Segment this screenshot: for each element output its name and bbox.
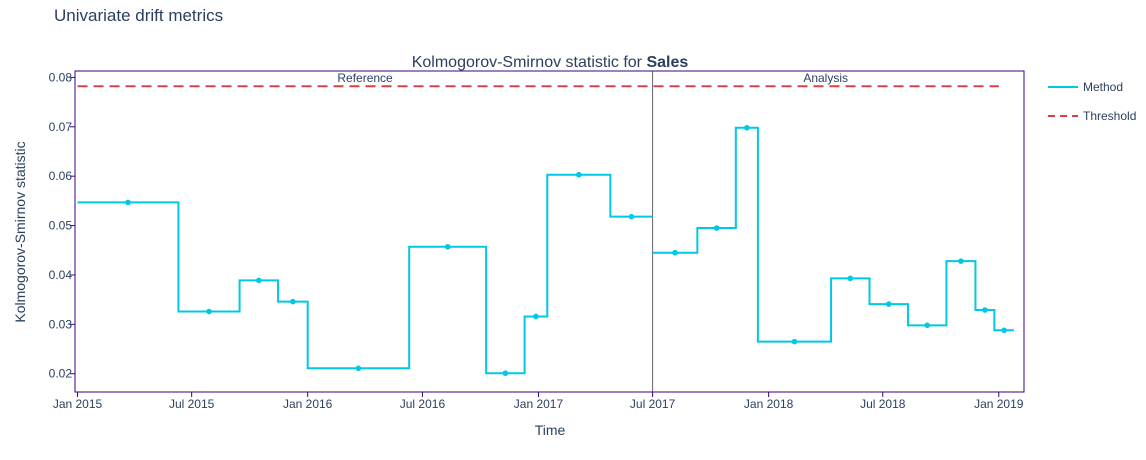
method-point-10[interactable]: [628, 213, 635, 220]
plot-border: [74, 70, 1025, 393]
x-axis-title: Time: [535, 422, 566, 438]
chart-title-feature: Sales: [646, 54, 688, 71]
y-tick-label: 0.03: [49, 317, 73, 331]
method-point-13[interactable]: [744, 124, 750, 131]
chart-title-prefix: Kolmogorov-Smirnov statistic for: [412, 54, 647, 71]
x-tick-label: Jan 2018: [744, 397, 794, 411]
method-point-3[interactable]: [256, 277, 262, 284]
method-point-4[interactable]: [290, 298, 296, 305]
method-point-16[interactable]: [885, 301, 892, 307]
legend: Method Threshold: [1048, 80, 1136, 123]
x-tick-label: Jan 2015: [53, 397, 103, 411]
y-tick-label: 0.07: [49, 120, 73, 134]
method-point-17[interactable]: [924, 322, 931, 329]
y-tick-label: 0.08: [49, 70, 73, 84]
method-step-line-analysis: [652, 126, 1014, 343]
y-tick-label: 0.02: [49, 367, 73, 381]
method-point-18[interactable]: [958, 258, 964, 264]
legend-item-method[interactable]: Method: [1048, 80, 1123, 94]
method-point-15[interactable]: [847, 275, 854, 282]
y-tick-label: 0.04: [49, 268, 73, 282]
method-step-line-reference: [77, 173, 653, 375]
legend-item-threshold[interactable]: Threshold: [1048, 109, 1136, 123]
y-tick-label: 0.05: [49, 219, 73, 233]
method-point-1[interactable]: [125, 199, 131, 206]
legend-method-label: Method: [1083, 80, 1123, 94]
method-point-8[interactable]: [533, 313, 539, 320]
y-axis-title: Kolmogorov-Smirnov statistic: [12, 141, 28, 322]
page-title: Univariate drift metrics: [54, 6, 224, 25]
method-point-12[interactable]: [713, 225, 720, 231]
method-point-5[interactable]: [355, 365, 362, 372]
x-tick-label: Jul 2017: [630, 397, 676, 411]
method-point-19[interactable]: [982, 307, 988, 313]
period-label-reference: Reference: [337, 71, 393, 85]
x-tick-label: Jan 2019: [974, 397, 1024, 411]
period-label-analysis: Analysis: [803, 71, 848, 85]
method-point-7[interactable]: [502, 370, 509, 377]
method-point-6[interactable]: [444, 244, 451, 250]
method-point-9[interactable]: [576, 171, 582, 178]
x-tick-label: Jul 2018: [860, 397, 906, 411]
y-tick-label: 0.06: [49, 169, 73, 183]
legend-threshold-label: Threshold: [1083, 109, 1136, 123]
x-tick-label: Jan 2017: [514, 397, 564, 411]
method-point-14[interactable]: [791, 338, 798, 345]
chart-title: Kolmogorov-Smirnov statistic for Sales: [412, 54, 689, 71]
method-point-20[interactable]: [1001, 327, 1007, 334]
plot-area: Reference Analysis: [77, 71, 1014, 392]
x-tick-label: Jul 2016: [400, 397, 446, 411]
x-tick-label: Jan 2016: [283, 397, 333, 411]
x-tick-label: Jul 2015: [169, 397, 215, 411]
method-point-11[interactable]: [672, 249, 678, 256]
method-point-2[interactable]: [206, 308, 212, 315]
axes: 0.02 0.03 0.04 0.05 0.06 0.07 0.08 Jan 2015 Jul …: [49, 70, 1025, 411]
